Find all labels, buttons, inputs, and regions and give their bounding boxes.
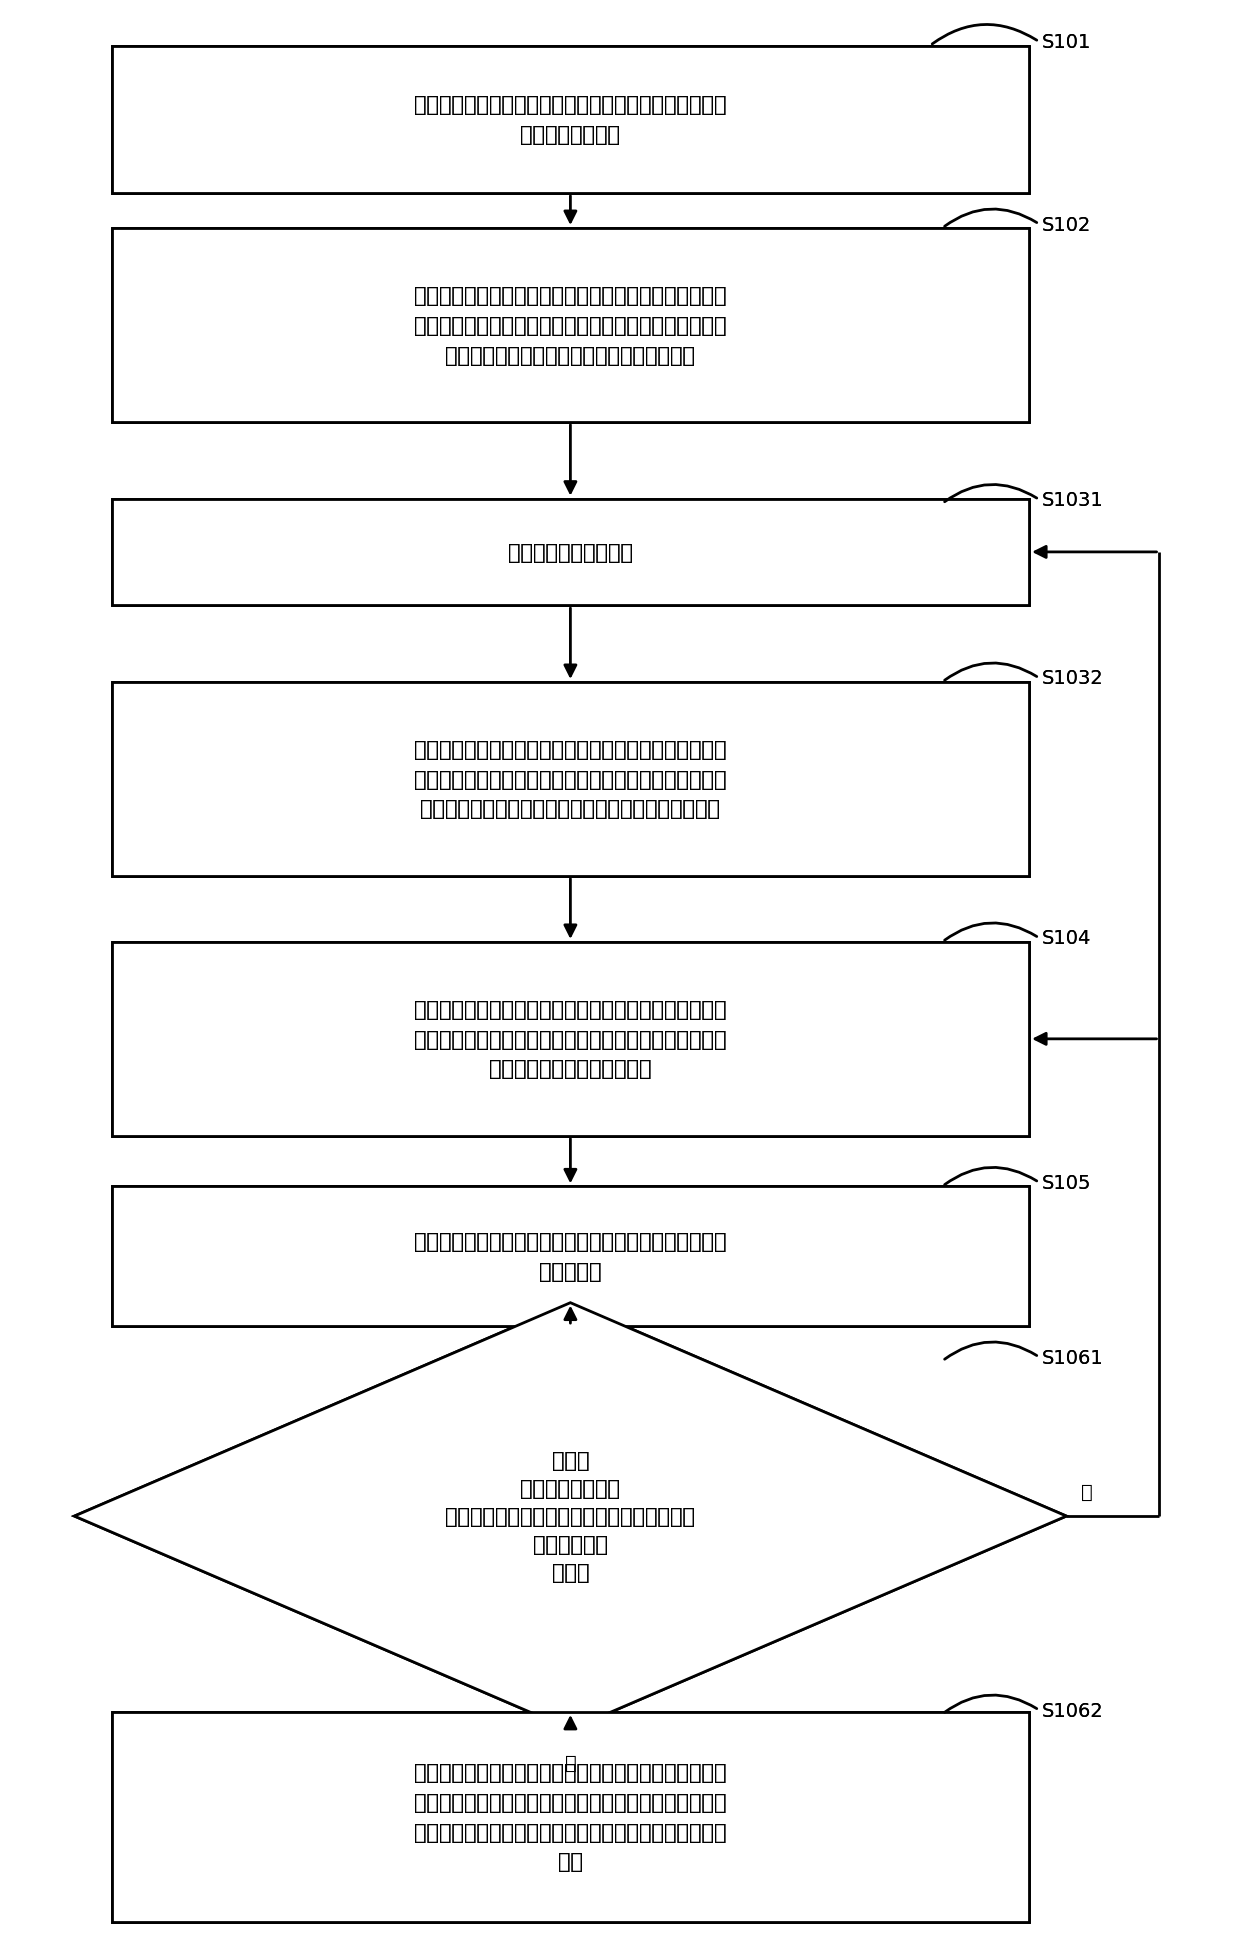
Text: S105: S105 (1042, 1173, 1091, 1192)
Bar (112, 942, 1029, 1136)
Bar (112, 229, 1029, 423)
Bar (112, 942, 1029, 1136)
Text: S1062: S1062 (1042, 1701, 1104, 1720)
Text: 将当前获取的时间开启系数确定为当前的有功功率相关系
数、无功功率相关系数和总相关系数满足预设分解条件的
电力负荷分解系数，根据所述电力负荷分解系数得到分解
结果: 将当前获取的时间开启系数确定为当前的有功功率相关系 数、无功功率相关系数和总相关… (414, 1763, 727, 1871)
Text: 结合当前获取的时间开启系数、所述有功功率幅值确定用
电设备的拟合有功功率值，并结合当前获取的时间开启系
数、所述无功功率幅值确定用电设备的拟合无功功率值: 结合当前获取的时间开启系数、所述有功功率幅值确定用 电设备的拟合有功功率值，并结… (414, 741, 727, 818)
Text: S1032: S1032 (1042, 669, 1104, 688)
Bar (112, 500, 1029, 607)
Text: S104: S104 (1042, 929, 1091, 948)
Text: 获取在设定时长内的预设采样点各用电设备的有功功率幅
值和无功功率幅值: 获取在设定时长内的预设采样点各用电设备的有功功率幅 值和无功功率幅值 (414, 95, 727, 145)
Text: 根据所述实际有功功率值和所述拟合有功功率值确定有功
功率相关系数，根据所述实际无功功率值和所述拟合无功
功率值确定无功功率相关系数: 根据所述实际有功功率值和所述拟合有功功率值确定有功 功率相关系数，根据所述实际无… (414, 1001, 727, 1078)
Text: 根据所述有功功率相关系数和所述无功功率相关系数确定
总相关系数: 根据所述有功功率相关系数和所述无功功率相关系数确定 总相关系数 (414, 1231, 727, 1282)
Bar (112, 1187, 1029, 1326)
Polygon shape (74, 1303, 1066, 1730)
Text: S102: S102 (1042, 215, 1091, 235)
Text: 将当前获取的时间开启系数确定为当前的有功功率相关系
数、无功功率相关系数和总相关系数满足预设分解条件的
电力负荷分解系数，根据所述电力负荷分解系数得到分解
结果: 将当前获取的时间开启系数确定为当前的有功功率相关系 数、无功功率相关系数和总相关… (414, 1763, 727, 1871)
Text: S101: S101 (1042, 33, 1091, 52)
Text: S1061: S1061 (1042, 1348, 1104, 1367)
Bar (112, 47, 1029, 194)
Polygon shape (74, 1303, 1066, 1730)
Text: 获取一组时间开启系数: 获取一组时间开启系数 (508, 543, 632, 562)
Text: 根据所述有功功率相关系数和所述无功功率相关系数确定
总相关系数: 根据所述有功功率相关系数和所述无功功率相关系数确定 总相关系数 (414, 1231, 727, 1282)
Bar (112, 229, 1029, 423)
Bar (112, 500, 1029, 607)
Text: S1031: S1031 (1042, 491, 1104, 510)
Text: 判断当
前得到的有功功率
相关系数、无功功率相关系数和总相关系数是
否满足预设分
解条件: 判断当 前得到的有功功率 相关系数、无功功率相关系数和总相关系数是 否满足预设分… (445, 1450, 696, 1582)
Text: 获取在设定时长内的预设采样点的实际有功功率值和实际
无功功率值，所述实际有功功率值指所述预设采样点处的
全部处于工作状态的用电设备总的有功功率值: 获取在设定时长内的预设采样点的实际有功功率值和实际 无功功率值，所述实际有功功率… (414, 287, 727, 365)
Text: 获取在设定时长内的预设采样点各用电设备的有功功率幅
值和无功功率幅值: 获取在设定时长内的预设采样点各用电设备的有功功率幅 值和无功功率幅值 (414, 95, 727, 145)
Text: S105: S105 (1042, 1173, 1091, 1192)
Bar (112, 683, 1029, 876)
Text: S101: S101 (1042, 33, 1091, 52)
Text: 判断当
前得到的有功功率
相关系数、无功功率相关系数和总相关系数是
否满足预设分
解条件: 判断当 前得到的有功功率 相关系数、无功功率相关系数和总相关系数是 否满足预设分… (445, 1450, 696, 1582)
Text: 结合当前获取的时间开启系数、所述有功功率幅值确定用
电设备的拟合有功功率值，并结合当前获取的时间开启系
数、所述无功功率幅值确定用电设备的拟合无功功率值: 结合当前获取的时间开启系数、所述有功功率幅值确定用 电设备的拟合有功功率值，并结… (414, 741, 727, 818)
Bar (112, 1187, 1029, 1326)
Bar (112, 1712, 1029, 1922)
Bar (112, 1712, 1029, 1922)
Text: 根据所述实际有功功率值和所述拟合有功功率值确定有功
功率相关系数，根据所述实际无功功率值和所述拟合无功
功率值确定无功功率相关系数: 根据所述实际有功功率值和所述拟合有功功率值确定有功 功率相关系数，根据所述实际无… (414, 1001, 727, 1078)
Bar (112, 47, 1029, 194)
Text: S1062: S1062 (1042, 1701, 1104, 1720)
Text: S104: S104 (1042, 929, 1091, 948)
Text: 是: 是 (564, 1753, 577, 1772)
Text: 否: 否 (1081, 1481, 1092, 1501)
Bar (112, 683, 1029, 876)
Text: 获取一组时间开启系数: 获取一组时间开启系数 (508, 543, 632, 562)
Text: 获取在设定时长内的预设采样点的实际有功功率值和实际
无功功率值，所述实际有功功率值指所述预设采样点处的
全部处于工作状态的用电设备总的有功功率值: 获取在设定时长内的预设采样点的实际有功功率值和实际 无功功率值，所述实际有功功率… (414, 287, 727, 365)
Text: S102: S102 (1042, 215, 1091, 235)
Text: S1031: S1031 (1042, 491, 1104, 510)
Text: S1061: S1061 (1042, 1348, 1104, 1367)
Text: S1032: S1032 (1042, 669, 1104, 688)
